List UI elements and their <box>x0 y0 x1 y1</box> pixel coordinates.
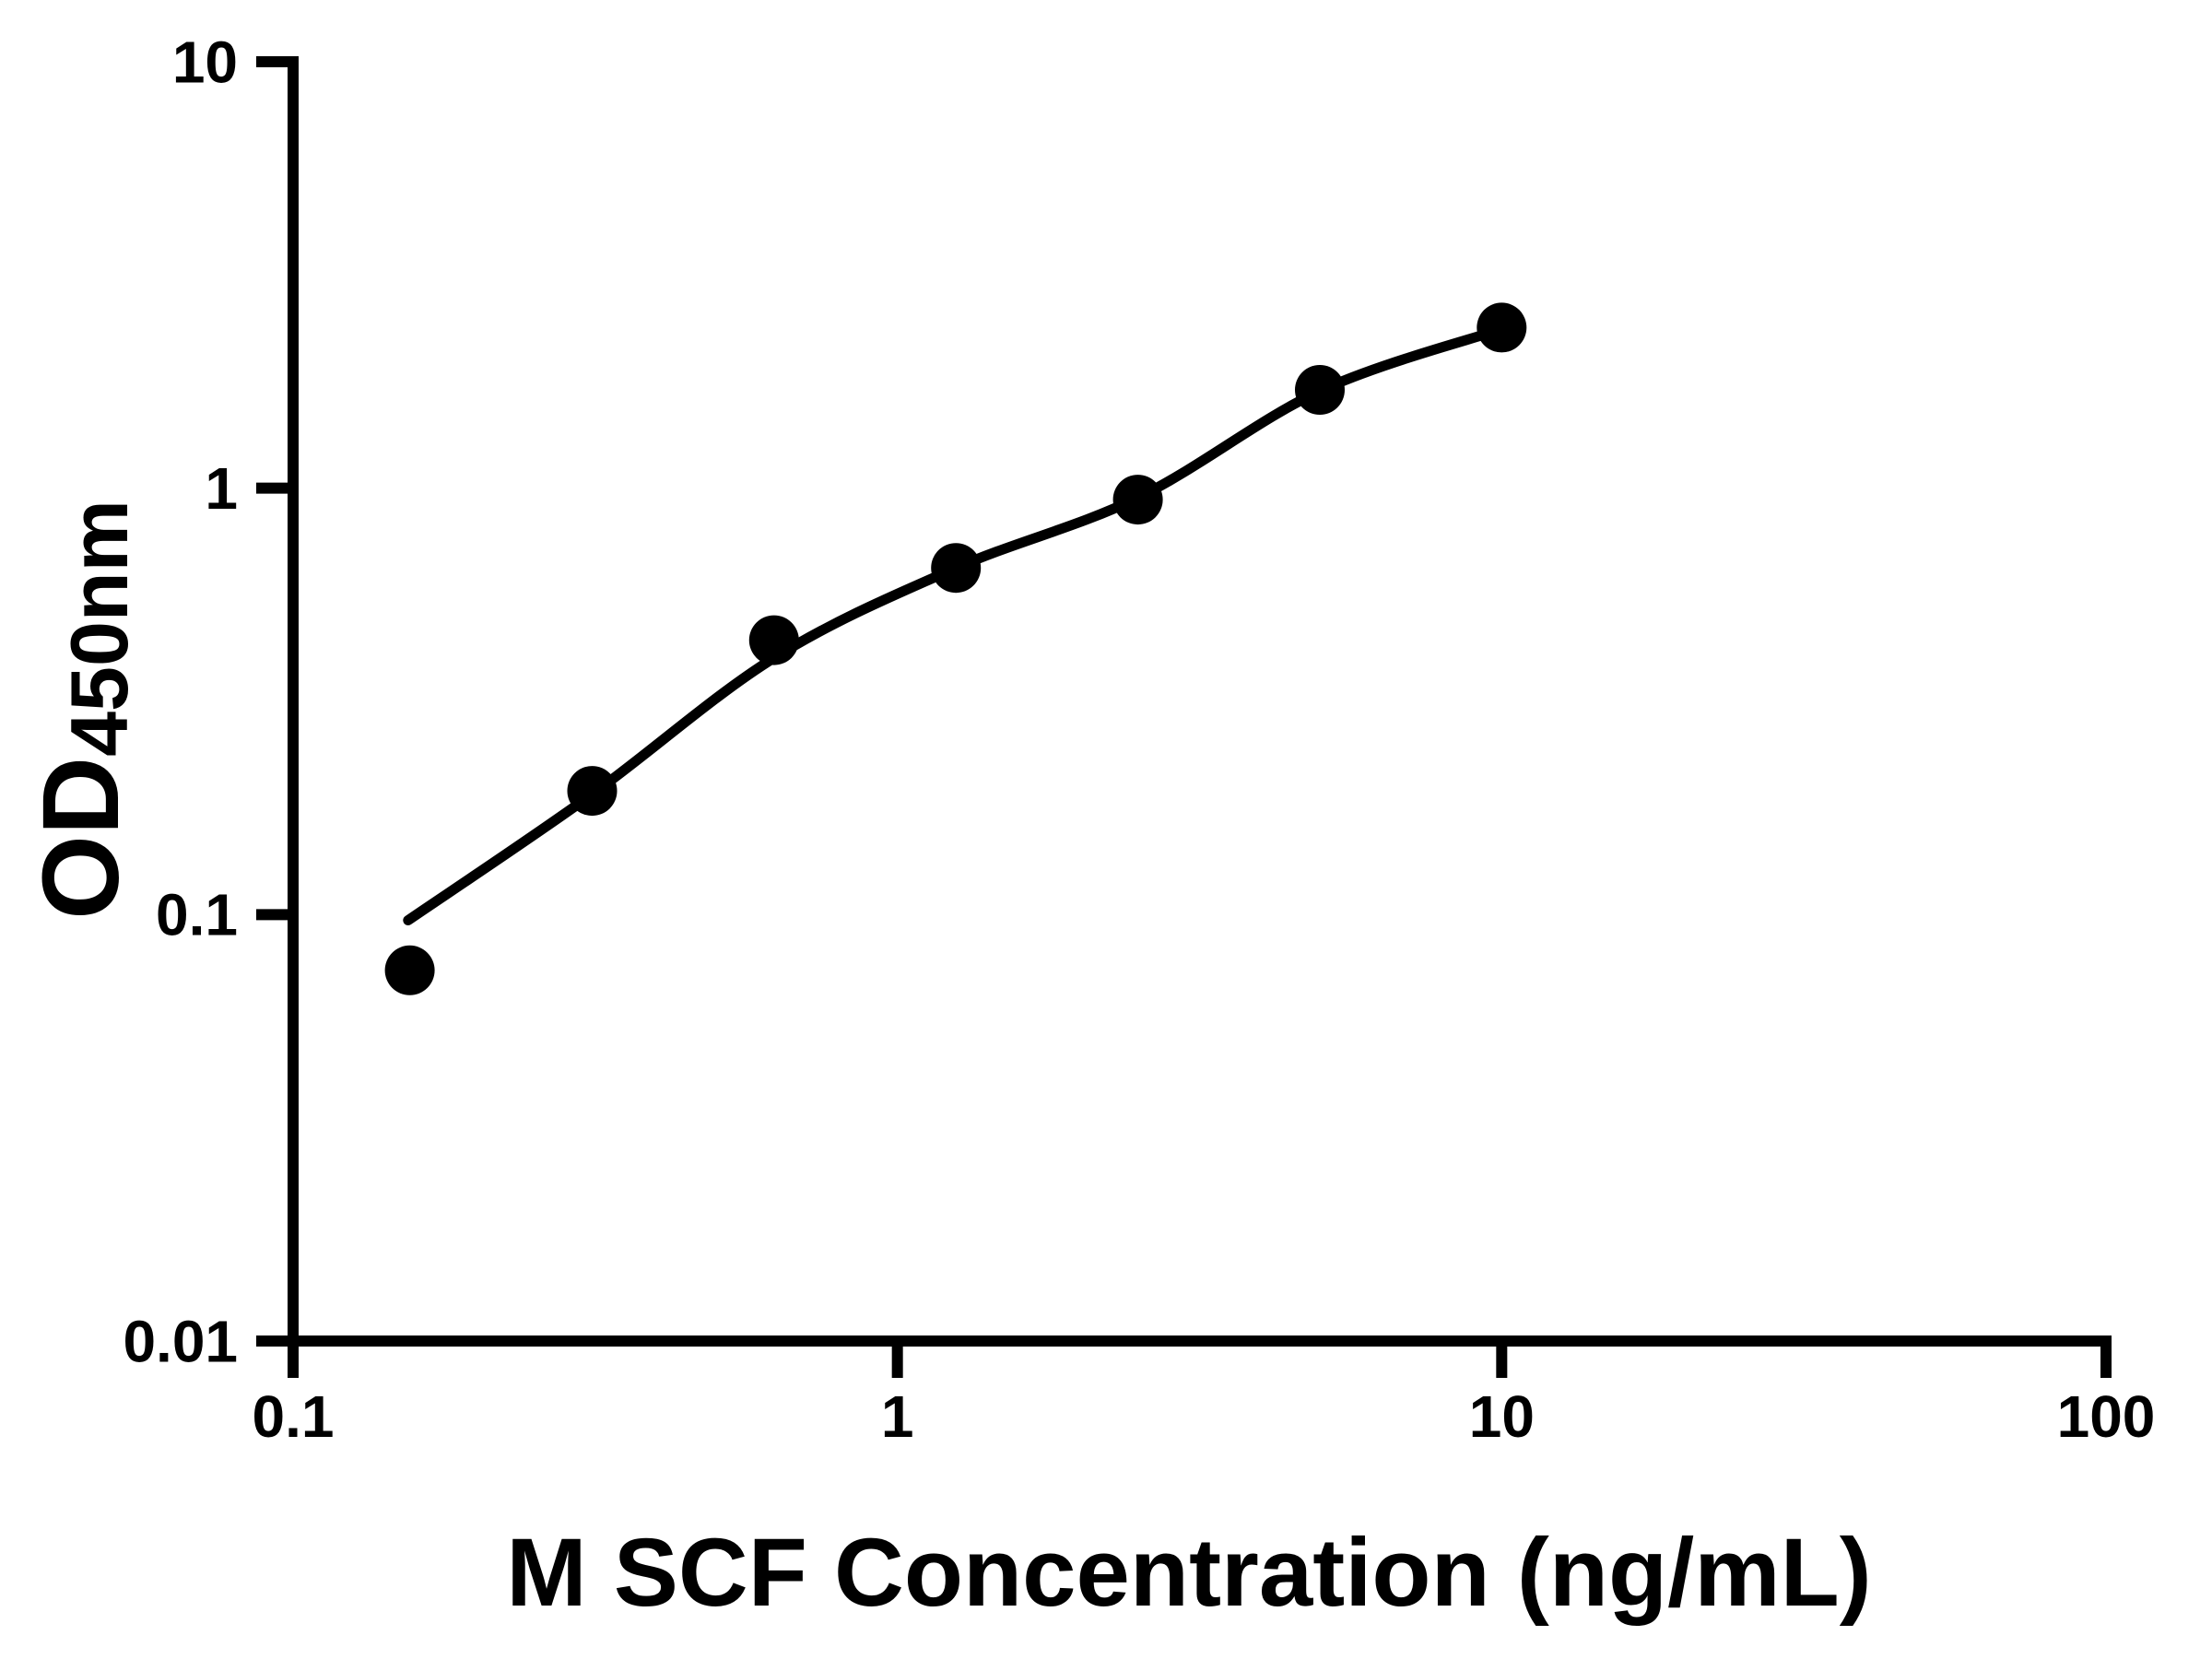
x-axis-tick-labels: 0.1 1 10 100 <box>253 1383 2156 1450</box>
y-tick-label-0.1: 0.1 <box>156 882 238 948</box>
data-points <box>384 302 1527 995</box>
y-tick-label-1: 1 <box>205 455 238 522</box>
fit-curve-line <box>403 324 1507 925</box>
y-axis-title-main: OD <box>20 757 142 920</box>
y-axis-title: OD450nm <box>20 500 145 920</box>
x-tick-label-0.1: 0.1 <box>253 1383 335 1450</box>
y-tick-label-0.01: 0.01 <box>123 1308 238 1374</box>
data-point-1 <box>567 766 618 817</box>
y-tick-label-10: 10 <box>172 29 238 95</box>
data-point-6 <box>1477 302 1527 353</box>
x-tick-label-100: 100 <box>2057 1383 2156 1450</box>
data-point-5 <box>1295 365 1345 415</box>
data-point-4 <box>1112 475 1163 525</box>
data-point-3 <box>931 543 982 594</box>
y-axis-title-sub: 450nm <box>53 500 145 757</box>
data-point-2 <box>748 615 799 665</box>
data-point-0 <box>384 945 435 995</box>
x-axis-ticks <box>288 1341 2112 1378</box>
x-axis-title: M SCF Concentration (ng/mL) <box>506 1519 1872 1627</box>
y-axis-ticks <box>256 56 293 1347</box>
x-tick-label-1: 1 <box>881 1383 914 1450</box>
x-tick-label-10: 10 <box>1469 1383 1535 1450</box>
y-axis-tick-labels: 0.01 0.1 1 10 <box>123 29 238 1374</box>
